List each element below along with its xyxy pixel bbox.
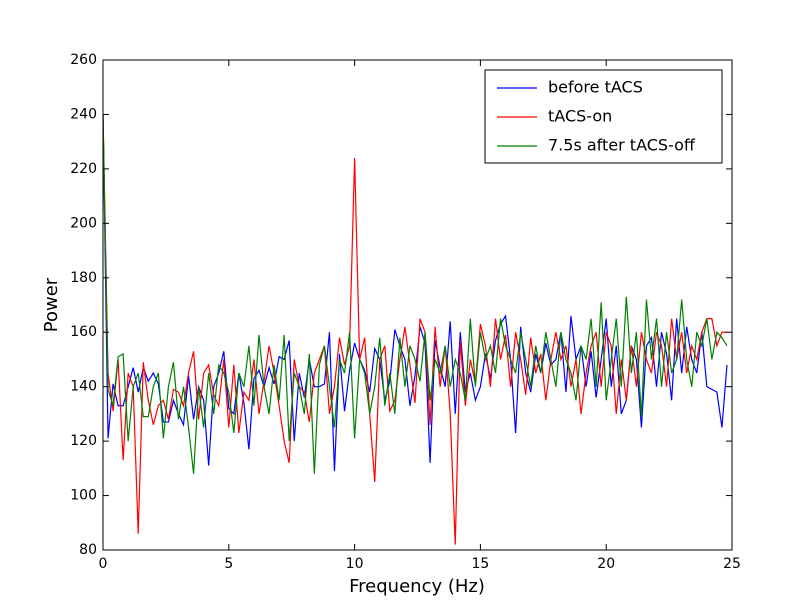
y-tick-label: 180 <box>70 270 97 286</box>
legend-label: tACS-on <box>548 107 612 126</box>
series-line <box>103 114 727 545</box>
y-tick-label: 260 <box>70 52 97 68</box>
y-tick-label: 160 <box>70 324 97 340</box>
x-axis-label: Frequency (Hz) <box>349 576 485 597</box>
legend-label: before tACS <box>548 78 643 97</box>
series-line <box>103 114 728 474</box>
x-tick-label: 10 <box>346 556 364 572</box>
y-tick-label: 120 <box>70 433 97 449</box>
y-axis-label: Power <box>41 277 62 332</box>
x-tick-label: 0 <box>99 556 108 572</box>
x-tick-label: 15 <box>471 556 489 572</box>
y-tick-label: 80 <box>79 542 97 558</box>
legend-label: 7.5s after tACS-off <box>548 136 696 155</box>
series-line <box>103 114 728 472</box>
x-tick-label: 5 <box>224 556 233 572</box>
x-tick-label: 25 <box>723 556 741 572</box>
y-tick-label: 240 <box>70 106 97 122</box>
y-tick-label: 200 <box>70 215 97 231</box>
y-tick-label: 100 <box>70 488 97 504</box>
plot-frame <box>102 59 733 551</box>
y-tick-label: 140 <box>70 379 97 395</box>
y-tick-label: 220 <box>70 161 97 177</box>
x-tick-label: 20 <box>597 556 615 572</box>
